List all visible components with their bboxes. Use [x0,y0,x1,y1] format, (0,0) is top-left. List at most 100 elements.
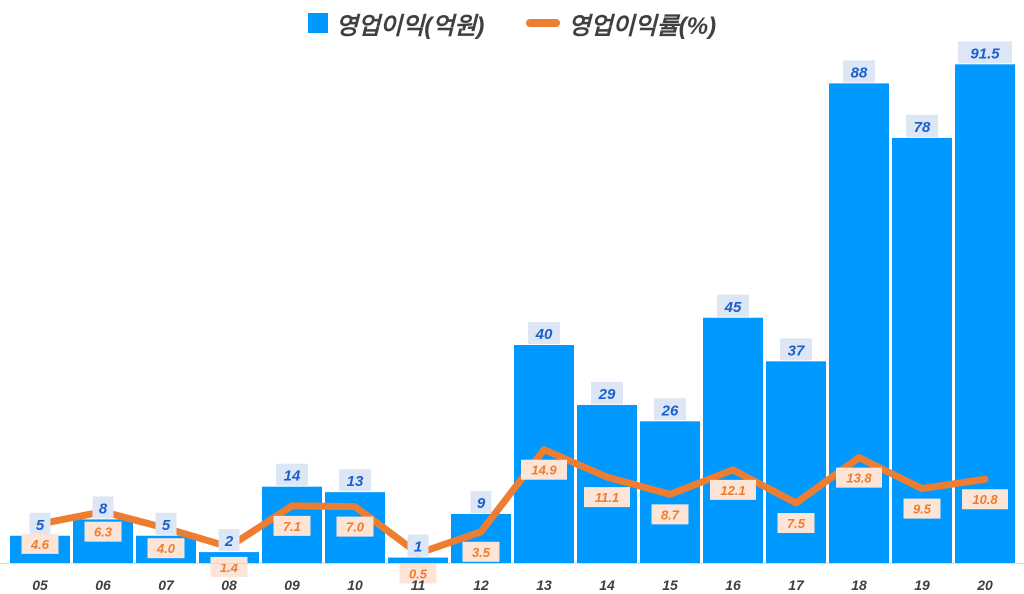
bar [892,137,952,563]
line-value-label: 12.1 [710,479,756,500]
x-tick-label: 16 [725,577,741,593]
line-value-label: 8.7 [651,504,689,525]
bar-value-label-bg [92,496,114,519]
line-value-label: 7.5 [777,513,815,533]
bar-value-label: 14 [276,463,308,486]
line-value-label: 7.0 [336,516,374,537]
line-value-label-bg [399,563,437,584]
line-value-text: 6.3 [94,525,113,540]
line-value-text: 7.0 [346,520,365,535]
legend-item-operating-profit: 영업이익(억원) [307,6,485,41]
bar-value-text: 5 [162,517,171,534]
line-value-label-bg [521,459,567,480]
x-axis-ticks: 05 06 07 08 09 10 11 12 13 14 15 16 17 18 19 20 [32,577,993,593]
bar-value-text: 91.5 [970,45,1000,62]
line-value-text: 1.4 [220,560,239,575]
bar-value-text: 40 [535,326,553,343]
line-value-text: 4.0 [156,541,176,556]
bar-value-label: 78 [906,114,938,137]
x-tick-label: 08 [221,577,237,593]
bar [388,557,448,563]
bar-value-label-bg [906,114,938,137]
line-value-label-bg [710,479,756,500]
bar-value-label: 5 [155,512,177,535]
bar [703,317,763,563]
bar-value-label: 1 [407,534,429,557]
bar-value-text: 5 [36,517,45,534]
line-value-text: 0.5 [409,566,428,581]
bar-value-label-bg [958,41,1012,64]
line-value-text: 13.8 [846,471,872,486]
line-value-label-bg [836,467,882,488]
line-value-label-bg [84,521,122,542]
bar-value-label-bg [654,398,686,421]
x-tick-label: 10 [347,577,363,593]
line-value-label: 6.3 [84,521,122,542]
bar-value-labels: 5 8 5 2 14 13 1 9 40 29 26 45 37 88 78 91.5 [29,41,1012,557]
legend-line-swatch [526,19,561,27]
line-value-label-bg [903,498,941,519]
line-value-label-bg [273,515,311,536]
bar-value-label-bg [276,463,308,486]
line-value-text: 7.1 [283,519,301,534]
margin-line [36,446,989,557]
bar-value-label-bg [780,338,812,361]
bar [829,83,889,564]
x-tick-label: 06 [95,577,111,593]
legend-label-operating-profit: 영업이익(억원) [335,12,485,40]
bar-value-text: 26 [661,402,679,419]
line-value-label-bg [210,556,248,577]
bar-value-label: 26 [654,398,686,421]
x-tick-label: 09 [284,577,300,593]
line-value-label: 14.9 [521,459,567,480]
line-value-label: 10.8 [962,489,1008,510]
line-value-label-bg [21,533,59,554]
bar-value-label-bg [29,512,51,535]
bar-value-label-bg [155,512,177,535]
legend-item-operating-margin: 영업이익률(%) [526,6,716,41]
legend-bar-swatch [307,13,328,33]
bar-value-label-bg [528,322,560,344]
line-value-label-bg [651,504,689,525]
bar-value-text: 29 [598,386,616,403]
bar-value-label: 37 [780,338,812,361]
line-value-label-bg [462,541,500,562]
x-tick-label: 18 [851,577,867,593]
bar-value-text: 14 [284,468,301,485]
bar-value-label-bg [470,490,492,513]
line-value-label-bg [777,513,815,533]
bar-value-text: 88 [851,64,868,81]
line-value-label: 4.6 [21,533,59,554]
x-tick-label: 17 [788,577,805,593]
bar-value-label-bg [218,529,240,552]
line-value-text: 8.7 [661,507,680,522]
line-value-label: 3.5 [462,541,500,562]
bar-value-label: 8 [92,496,114,519]
line-value-label: 4.0 [147,538,185,559]
line-value-text: 9.5 [913,502,932,517]
line-value-text: 12.1 [720,483,745,498]
bar-value-label: 9 [470,490,492,513]
bar-value-label-bg [339,469,371,492]
x-tick-label: 19 [914,577,930,593]
line-value-text: 11.1 [595,490,619,505]
x-tick-label: 05 [32,577,48,593]
bar-value-label-bg [843,60,875,83]
line-value-label: 13.8 [836,467,882,488]
bar-value-label: 91.5 [958,41,1012,64]
x-tick-label: 07 [158,577,175,593]
x-tick-label: 15 [662,577,678,593]
bar-value-label: 45 [717,294,749,317]
line-value-text: 3.5 [472,545,491,560]
x-tick-label: 11 [411,577,426,593]
bar-value-label-bg [407,534,429,557]
line-value-label: 11.1 [584,487,630,508]
bar-value-label: 5 [29,512,51,535]
bar-value-text: 2 [224,533,234,550]
bar-value-label-bg [717,294,749,317]
bar-value-label: 88 [843,60,875,83]
line-value-text: 14.9 [531,463,557,478]
line-value-label-bg [962,489,1008,510]
line-value-text: 10.8 [972,492,998,507]
